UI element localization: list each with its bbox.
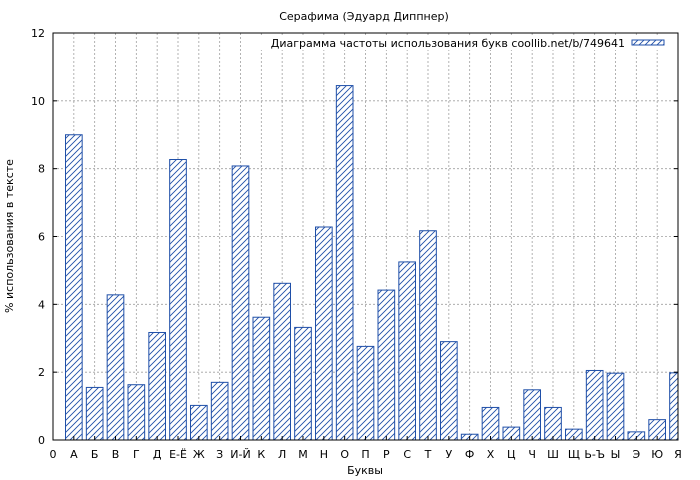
bar-Е-Ё	[169, 159, 187, 441]
x-tick-label: Ь-Ъ	[584, 448, 605, 461]
x-tick-label: Б	[91, 448, 99, 461]
y-tick-label: 6	[38, 231, 45, 244]
bar-Д	[148, 331, 166, 441]
x-tick-label: Х	[487, 448, 495, 461]
legend: Диаграмма частоты использования букв coo…	[242, 35, 676, 50]
y-tick-label: 0	[38, 434, 45, 447]
x-tick-label: Л	[278, 448, 286, 461]
bar-У	[440, 341, 458, 441]
grid-lines	[53, 33, 678, 440]
bar-Г	[127, 384, 146, 441]
bar-Т	[419, 230, 437, 441]
x-tick-label: Ц	[507, 448, 516, 461]
bar-Ж	[190, 404, 208, 441]
y-axis-ticks: 0 2 4 6 8 10 12	[31, 27, 678, 447]
bar-Л	[273, 282, 292, 441]
bar-Х	[481, 406, 500, 441]
x-tick-label: Т	[424, 448, 432, 461]
x-tick-label: К	[257, 448, 265, 461]
legend-background	[242, 35, 676, 50]
x-tick-label: Е-Ё	[169, 448, 187, 461]
x-tick-label: В	[112, 448, 120, 461]
bar-З	[210, 381, 229, 441]
bar-Н	[315, 226, 333, 441]
bar-Р	[377, 289, 396, 441]
bar-О	[335, 85, 354, 441]
bar-М	[294, 326, 312, 441]
x-tick-label: З	[216, 448, 223, 461]
bar-Ы	[606, 372, 625, 441]
y-tick-label: 12	[31, 27, 45, 40]
x-tick-label: М	[298, 448, 308, 461]
x-tick-label: Г	[133, 448, 140, 461]
bar-А	[65, 134, 83, 441]
x-tick-label: Ш	[547, 448, 559, 461]
x-tick-label: Я	[674, 448, 682, 461]
x-tick-label: И-Й	[230, 448, 250, 461]
bar-В	[106, 294, 125, 441]
x-tick-label: А	[70, 448, 78, 461]
x-axis-ticks: 0 А Б В Г Д Е-Ё Ж З И-Й К Л М Н О П Р С Т У Ф Х Ц Ч Ш Щ Ь-Ъ Ы Э Ю Я	[50, 436, 682, 461]
x-tick-label: П	[361, 448, 369, 461]
bar-П	[356, 345, 375, 441]
x-axis-label: Буквы	[347, 464, 383, 477]
x-tick-label: Ы	[611, 448, 621, 461]
x-tick-label: Ю	[651, 448, 663, 461]
x-tick-label: Д	[153, 448, 162, 461]
x-tick-label: С	[403, 448, 411, 461]
bar-Я	[669, 372, 679, 441]
x-tick-label: Ф	[465, 448, 474, 461]
bar-С	[398, 261, 417, 441]
chart-title: Серафима (Эдуард Диппнер)	[279, 10, 449, 23]
legend-label: Диаграмма частоты использования букв coo…	[271, 37, 625, 50]
y-tick-label: 8	[38, 163, 45, 176]
y-tick-label: 4	[38, 298, 45, 311]
x-origin-label: 0	[50, 448, 57, 461]
y-tick-label: 10	[31, 95, 45, 108]
x-tick-label: Р	[383, 448, 390, 461]
bar-И-Й	[231, 165, 250, 441]
bar-Ч	[523, 389, 541, 441]
y-tick-label: 2	[38, 366, 45, 379]
x-tick-label: О	[340, 448, 349, 461]
x-tick-label: У	[445, 448, 452, 461]
x-tick-label: Ж	[193, 448, 205, 461]
bar-Б	[85, 386, 104, 441]
legend-swatch	[631, 39, 665, 46]
bar-Ш	[544, 406, 562, 441]
x-tick-label: Э	[632, 448, 640, 461]
y-axis-label: % использования в тексте	[3, 159, 16, 313]
x-tick-label: Ч	[528, 448, 536, 461]
x-tick-label: Н	[320, 448, 328, 461]
bar-Ь-Ъ	[585, 369, 604, 441]
x-tick-label: Щ	[568, 448, 580, 461]
bar-К	[252, 316, 271, 441]
